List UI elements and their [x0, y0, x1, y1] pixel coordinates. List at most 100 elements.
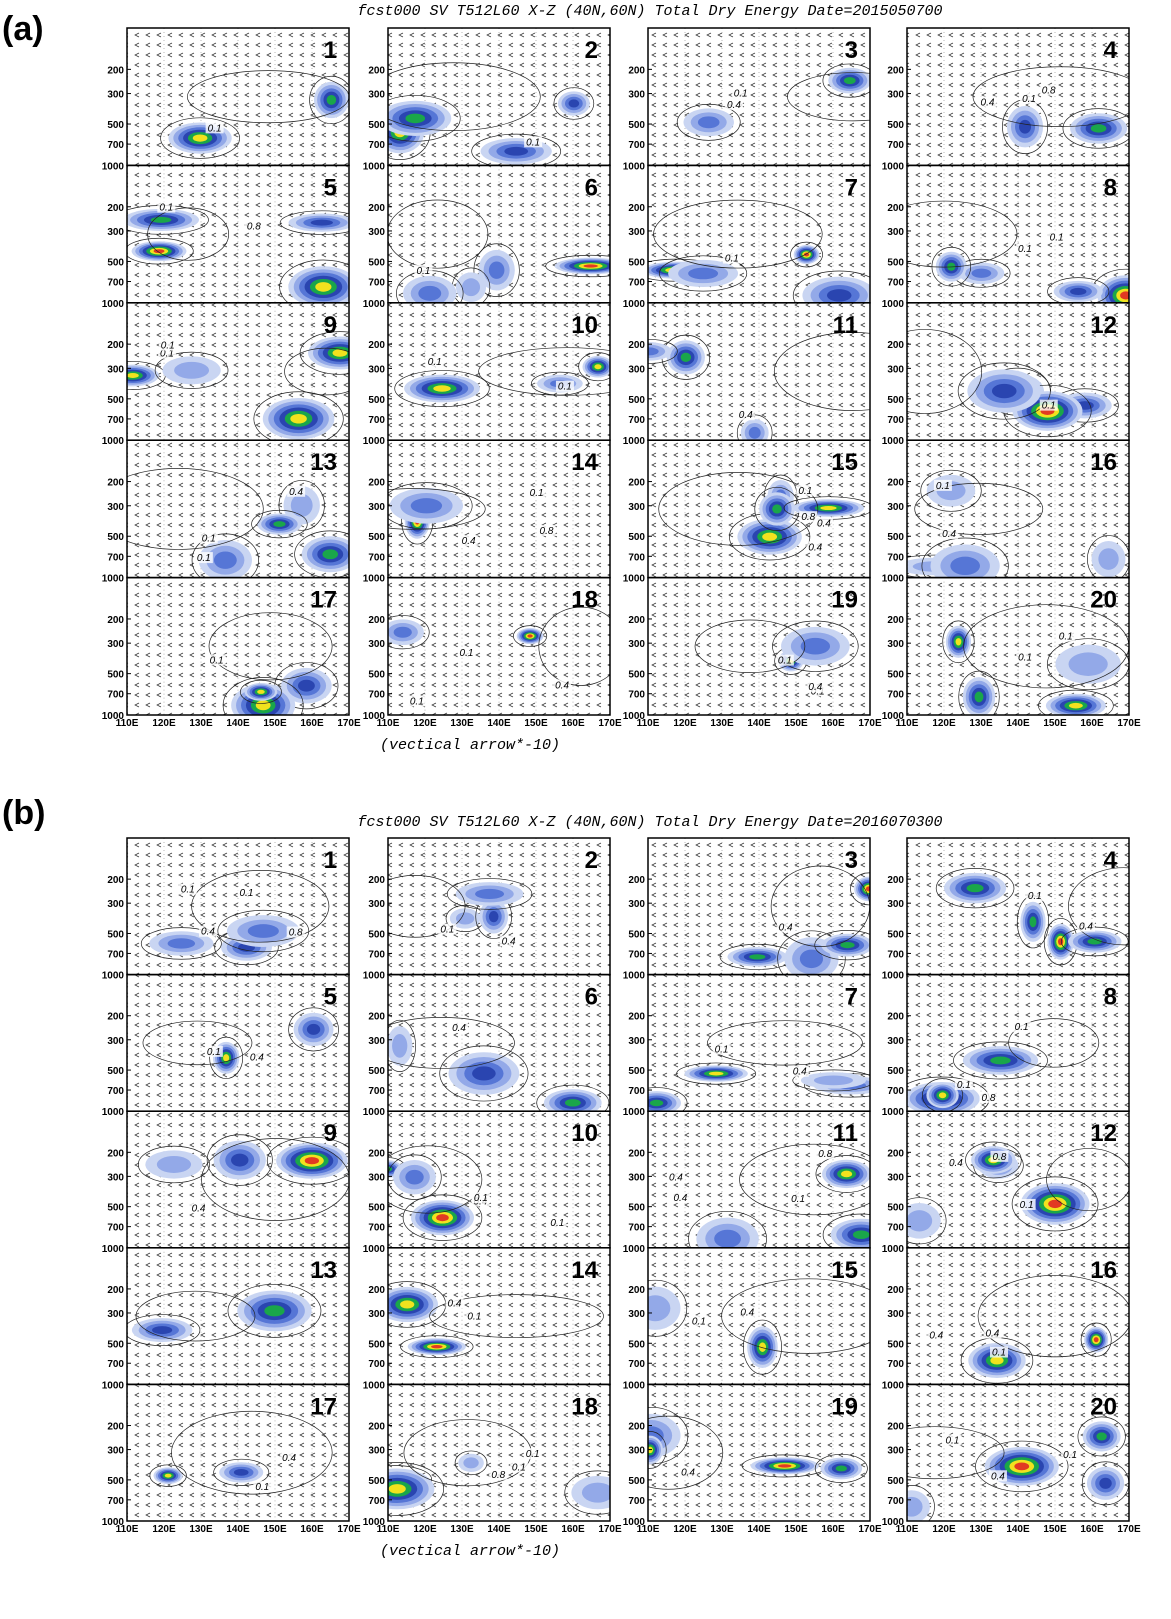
- contour-label: 0.1: [945, 1435, 959, 1446]
- x-tick-label: 110E: [896, 1524, 919, 1535]
- y-tick-label: 500: [887, 929, 904, 940]
- x-tick-label: 170E: [598, 1524, 622, 1535]
- energy-shade: [504, 147, 528, 156]
- y-tick-label: 700: [628, 415, 645, 426]
- subplot: 0.10.40.4162003005007001000: [882, 1248, 1132, 1392]
- energy-shade: [405, 114, 425, 124]
- energy-shade: [762, 533, 777, 541]
- subplot-number: 18: [571, 587, 598, 614]
- y-tick-label: 1000: [623, 1107, 646, 1118]
- y-tick-label: 300: [628, 90, 645, 101]
- plot-area: 0.10.1: [871, 165, 1162, 321]
- y-tick-label: 700: [628, 1086, 645, 1097]
- energy-shade: [594, 364, 601, 369]
- subplot-number: 13: [310, 1257, 337, 1284]
- energy-shade: [392, 1034, 407, 1058]
- y-tick-label: 200: [107, 615, 124, 626]
- energy-shade: [290, 414, 307, 424]
- y-tick-label: 700: [887, 278, 904, 289]
- subplot: 0.492003005007001000: [102, 1111, 357, 1255]
- y-tick-label: 300: [368, 1036, 385, 1047]
- contour-label: 0.4: [808, 542, 822, 553]
- y-tick-label: 500: [628, 532, 645, 543]
- y-tick-label: 700: [887, 140, 904, 151]
- subplot-number: 5: [324, 174, 337, 201]
- energy-shade: [489, 911, 499, 922]
- y-tick-label: 200: [887, 1012, 904, 1023]
- y-tick-label: 300: [887, 639, 904, 650]
- x-tick-label: 130E: [189, 1524, 213, 1535]
- y-tick-label: 500: [368, 395, 385, 406]
- subplot: 0.40.142003005007001000: [882, 838, 1171, 982]
- contour-label: 0.1: [416, 266, 430, 277]
- y-tick-label: 700: [887, 1223, 904, 1234]
- x-tick-label: 150E: [524, 1524, 548, 1535]
- y-tick-label: 300: [368, 639, 385, 650]
- contour-label: 0.1: [734, 88, 748, 99]
- contour-label: 0.1: [467, 1311, 481, 1322]
- subplot-number: 1: [324, 847, 337, 874]
- energy-shade: [234, 1469, 249, 1476]
- contour-label: 0.1: [957, 1080, 971, 1091]
- y-tick-label: 500: [628, 929, 645, 940]
- y-tick-label: 200: [368, 65, 385, 76]
- energy-shade: [1069, 703, 1083, 709]
- energy-shade: [1014, 1463, 1029, 1471]
- subplot: 0.462003005007001000: [363, 975, 610, 1121]
- contour-label: 0.1: [1059, 632, 1073, 643]
- subplot-number: 12: [1090, 312, 1117, 339]
- y-tick-label: 1000: [102, 1107, 125, 1118]
- y-tick-label: 300: [107, 899, 124, 910]
- energy-shade: [489, 261, 505, 278]
- subplot: 0.10.40.1132003005007001000: [93, 440, 365, 586]
- energy-shade: [836, 1465, 847, 1471]
- y-tick-label: 1000: [882, 299, 905, 310]
- contour-label: 0.1: [526, 1449, 540, 1460]
- contour-label: 0.1: [440, 925, 454, 936]
- y-tick-label: 200: [107, 65, 124, 76]
- contour-label: 0.4: [991, 1471, 1005, 1482]
- y-tick-label: 300: [107, 1446, 124, 1457]
- x-tick-label: 130E: [710, 718, 734, 729]
- subplot-number: 6: [585, 984, 598, 1011]
- y-tick-label: 300: [107, 364, 124, 375]
- energy-shade: [1069, 652, 1108, 676]
- contour-label: 0.1: [474, 1193, 488, 1204]
- y-tick-label: 700: [628, 1359, 645, 1370]
- x-tick-label: 160E: [300, 718, 324, 729]
- y-tick-label: 700: [628, 1223, 645, 1234]
- x-tick-label: 110E: [116, 1524, 139, 1535]
- y-tick-label: 200: [107, 340, 124, 351]
- y-tick-label: 500: [887, 257, 904, 268]
- y-tick-label: 300: [628, 227, 645, 238]
- plot-area: 0.1: [367, 28, 610, 168]
- y-tick-label: 700: [107, 278, 124, 289]
- y-tick-label: 500: [368, 532, 385, 543]
- contour-label: 0.8: [491, 1470, 505, 1481]
- y-tick-label: 300: [887, 227, 904, 238]
- panel-footer: (vectical arrow*-10): [380, 1543, 560, 1560]
- energy-shade: [152, 1326, 172, 1334]
- energy-shade: [975, 692, 984, 703]
- y-tick-label: 500: [368, 257, 385, 268]
- y-tick-label: 1000: [623, 971, 646, 982]
- y-tick-label: 200: [628, 1012, 645, 1023]
- y-tick-label: 200: [107, 1285, 124, 1296]
- energy-shade: [814, 1076, 853, 1086]
- subplot-number: 11: [833, 312, 858, 339]
- subplot-number: 16: [1090, 1257, 1117, 1284]
- y-tick-label: 200: [887, 478, 904, 489]
- subplot-number: 2: [585, 847, 598, 874]
- y-tick-label: 500: [107, 1476, 124, 1487]
- x-tick-label: 120E: [932, 718, 956, 729]
- y-tick-label: 700: [107, 552, 124, 563]
- energy-shade: [322, 549, 338, 559]
- x-tick-label: 160E: [821, 718, 845, 729]
- x-tick-label: 160E: [821, 1524, 845, 1535]
- y-tick-label: 200: [368, 1012, 385, 1023]
- y-tick-label: 500: [887, 1339, 904, 1350]
- contour-label: 0.8: [992, 1152, 1006, 1163]
- y-tick-label: 1000: [102, 1380, 125, 1391]
- x-tick-label: 130E: [969, 1524, 993, 1535]
- contour-label: 0.4: [452, 1023, 466, 1034]
